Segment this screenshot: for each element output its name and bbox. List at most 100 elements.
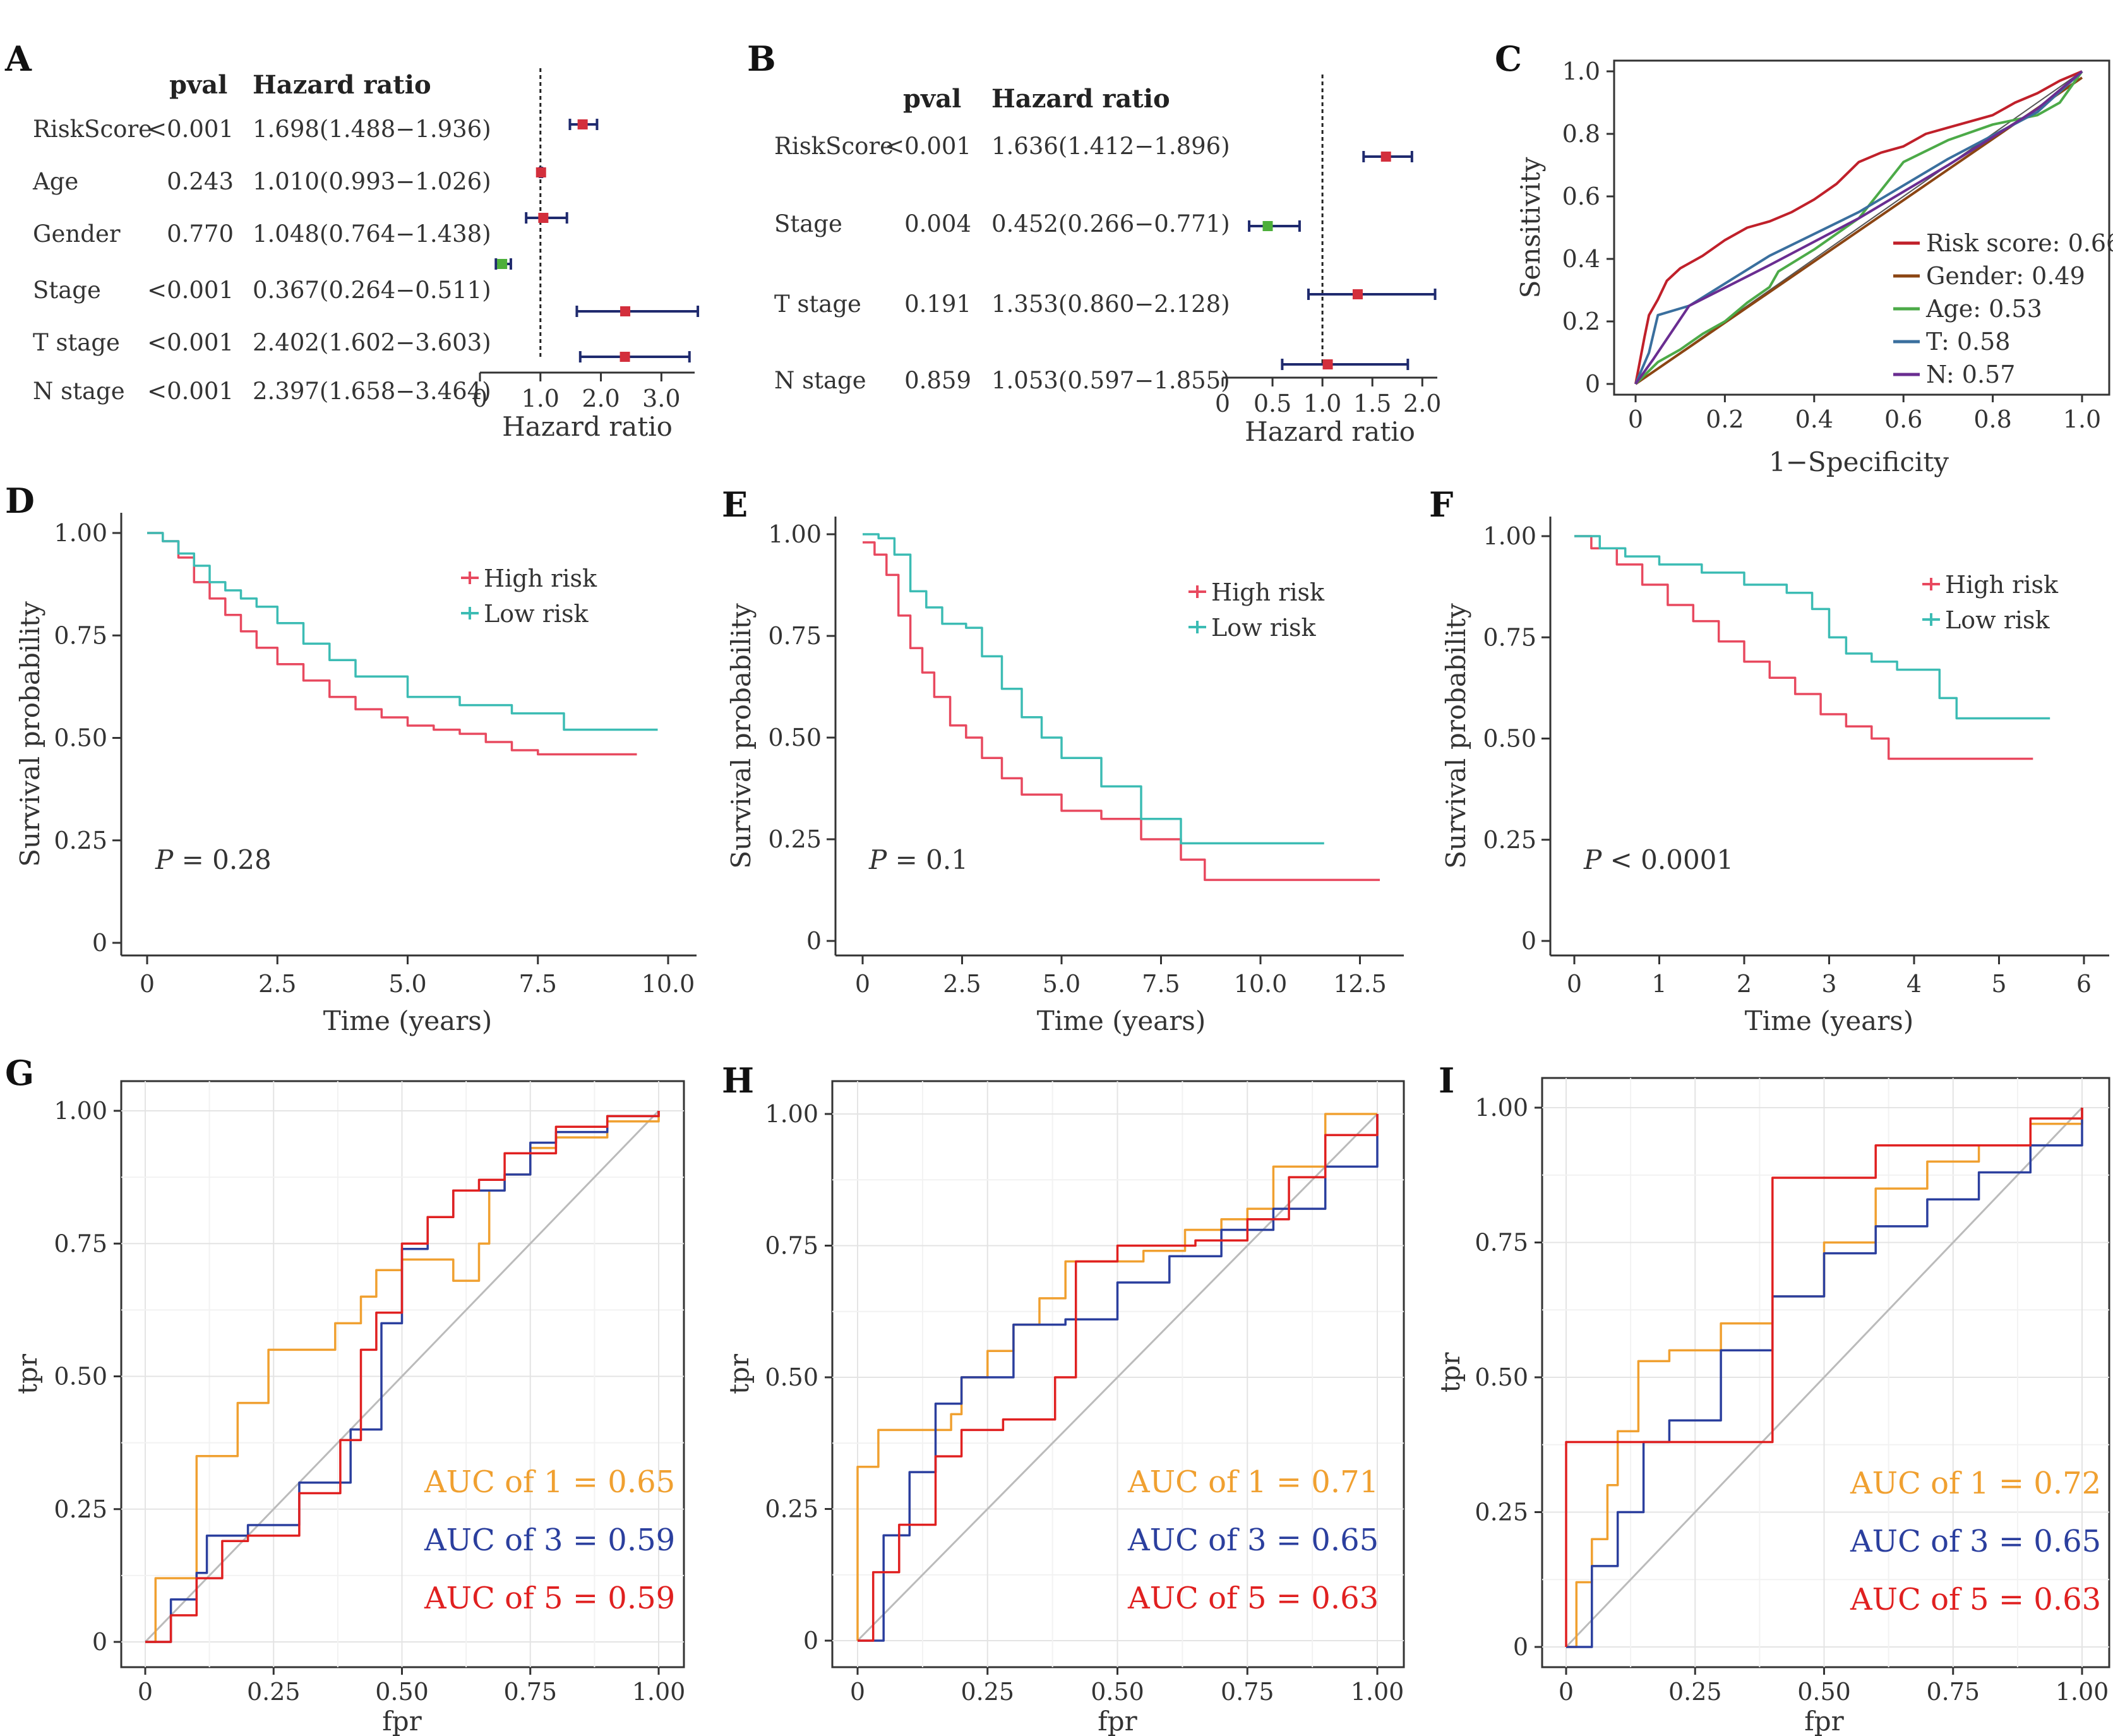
x-tick-label: 2 (1737, 970, 1752, 998)
x-tick-label: 10.0 (1234, 970, 1288, 998)
auc-label: AUC of 3 = 0.59 (424, 1523, 675, 1558)
variable-label: Stage (774, 210, 842, 237)
y-tick-label: 0.25 (1475, 1499, 1528, 1526)
x-axis-title: fpr (382, 1706, 422, 1736)
p-symbol: P (1583, 844, 1602, 875)
p-value-label: P = 0.1 (868, 844, 968, 875)
y-tick-label: 0.4 (1562, 245, 1600, 273)
x-axis-title: fpr (1804, 1706, 1844, 1736)
panel-label-a: A (4, 39, 32, 79)
y-axis-title: Sensitivity (1515, 157, 1546, 298)
legend-label: Low risk (1945, 606, 2050, 634)
x-tick-label: 0 (1628, 405, 1643, 433)
x-axis-title: Time (years) (1037, 1005, 1206, 1036)
y-tick-label: 0 (803, 1627, 818, 1655)
legend-label: Gender: 0.49 (1926, 262, 2085, 290)
pval-value: <0.001 (147, 277, 234, 304)
y-tick-label: 0.50 (1475, 1363, 1528, 1391)
panel-label-h: H (722, 1060, 754, 1101)
y-tick-label: 0.75 (765, 1232, 818, 1260)
auc-label: AUC of 1 = 0.71 (1127, 1464, 1379, 1500)
y-tick-label: 0.25 (54, 1495, 107, 1523)
hr-point (1262, 221, 1273, 231)
hr-value: 0.452(0.266−0.771) (991, 210, 1230, 237)
x-tick-label: 0.75 (1221, 1678, 1274, 1706)
x-axis-title: Time (years) (323, 1005, 493, 1036)
x-tick-label: 2.0 (1403, 390, 1441, 417)
y-axis-title: Survival probability (726, 603, 757, 869)
p-symbol: P (155, 844, 174, 875)
variable-label: Stage (33, 277, 101, 304)
pval-value: 0.859 (904, 367, 971, 394)
x-tick-label: 2.5 (258, 970, 296, 998)
x-tick-label: 0 (1559, 1678, 1574, 1706)
y-tick-label: 1.00 (768, 520, 822, 548)
hr-value: 1.010(0.993−1.026) (253, 168, 491, 195)
y-tick-label: 0.75 (1475, 1229, 1528, 1257)
pval-header: pval (903, 84, 961, 114)
x-tick-label: 0.75 (1926, 1678, 1980, 1706)
y-tick-label: 0.25 (1483, 826, 1536, 854)
legend-label: Age: 0.53 (1925, 295, 2042, 323)
x-tick-label: 3.0 (642, 385, 680, 412)
variable-label: T stage (774, 290, 861, 318)
x-tick-label: 7.5 (519, 970, 557, 998)
y-axis-title: Survival probability (1440, 603, 1471, 869)
y-tick-label: 0.50 (54, 724, 107, 752)
y-tick-label: 0.75 (768, 622, 822, 650)
pval-value: 0.243 (167, 168, 234, 195)
legend-label: N: 0.57 (1926, 361, 2015, 388)
legend-label: Low risk (484, 600, 589, 628)
x-tick-label: 12.5 (1333, 970, 1387, 998)
x-tick-label: 1.5 (1353, 390, 1391, 417)
y-tick-label: 0 (806, 927, 822, 955)
diagonal-line (856, 1113, 1379, 1642)
y-tick-label: 1.0 (1562, 57, 1600, 85)
survival-curve (147, 532, 637, 756)
y-axis-title: tpr (724, 1353, 755, 1394)
legend-label: High risk (1945, 571, 2059, 599)
panel-label-e: E (722, 484, 748, 525)
y-tick-label: 0.75 (1483, 623, 1536, 651)
y-tick-label: 1.00 (1475, 1094, 1528, 1122)
hr-point (536, 167, 546, 177)
auc-label: AUC of 5 = 0.63 (1850, 1582, 2101, 1617)
x-tick-label: 0.5 (1254, 390, 1291, 417)
hr-value: 2.402(1.602−3.603) (253, 329, 491, 356)
y-tick-label: 0 (1513, 1633, 1528, 1661)
auc-label: AUC of 5 = 0.63 (1127, 1581, 1379, 1616)
x-tick-label: 0.8 (1973, 405, 2011, 433)
y-tick-label: 1.00 (1483, 522, 1536, 550)
x-tick-label: 0 (1567, 970, 1582, 998)
survival-curve (147, 532, 658, 731)
y-axis-title: tpr (12, 1353, 43, 1394)
roc-curve (145, 1111, 660, 1643)
y-tick-label: 0.25 (54, 827, 107, 854)
x-tick-label: 1 (1651, 970, 1667, 998)
legend-label: High risk (1211, 578, 1325, 606)
panel-label-d: D (5, 481, 35, 521)
y-tick-label: 0.25 (765, 1495, 818, 1523)
p-value-label: P = 0.28 (155, 844, 272, 875)
hr-point (497, 259, 508, 269)
hr-value: 2.397(1.658−3.464) (253, 378, 491, 405)
y-axis-title: Survival probability (15, 601, 45, 867)
x-tick-label: 6 (2076, 970, 2092, 998)
panel-label-f: F (1429, 484, 1453, 525)
hazard-ratio-header: Hazard ratio (991, 84, 1170, 114)
x-tick-label: 0 (138, 1678, 153, 1706)
auc-label: AUC of 5 = 0.59 (424, 1581, 675, 1616)
x-tick-label: 0.2 (1706, 405, 1744, 433)
hr-point (1352, 289, 1363, 299)
p-value: = 0.1 (887, 844, 968, 875)
variable-label: Age (32, 168, 78, 195)
x-tick-label: 5 (1991, 970, 2006, 998)
x-tick-label: 0.75 (503, 1678, 557, 1706)
auc-label: AUC of 3 = 0.65 (1850, 1524, 2101, 1559)
roc-curve (1634, 70, 2083, 385)
roc-curve (1566, 1108, 2083, 1648)
y-tick-label: 0.8 (1562, 120, 1600, 148)
x-tick-label: 3 (1821, 970, 1836, 998)
pval-value: <0.001 (147, 329, 234, 356)
x-tick-label: 0 (1215, 390, 1230, 417)
